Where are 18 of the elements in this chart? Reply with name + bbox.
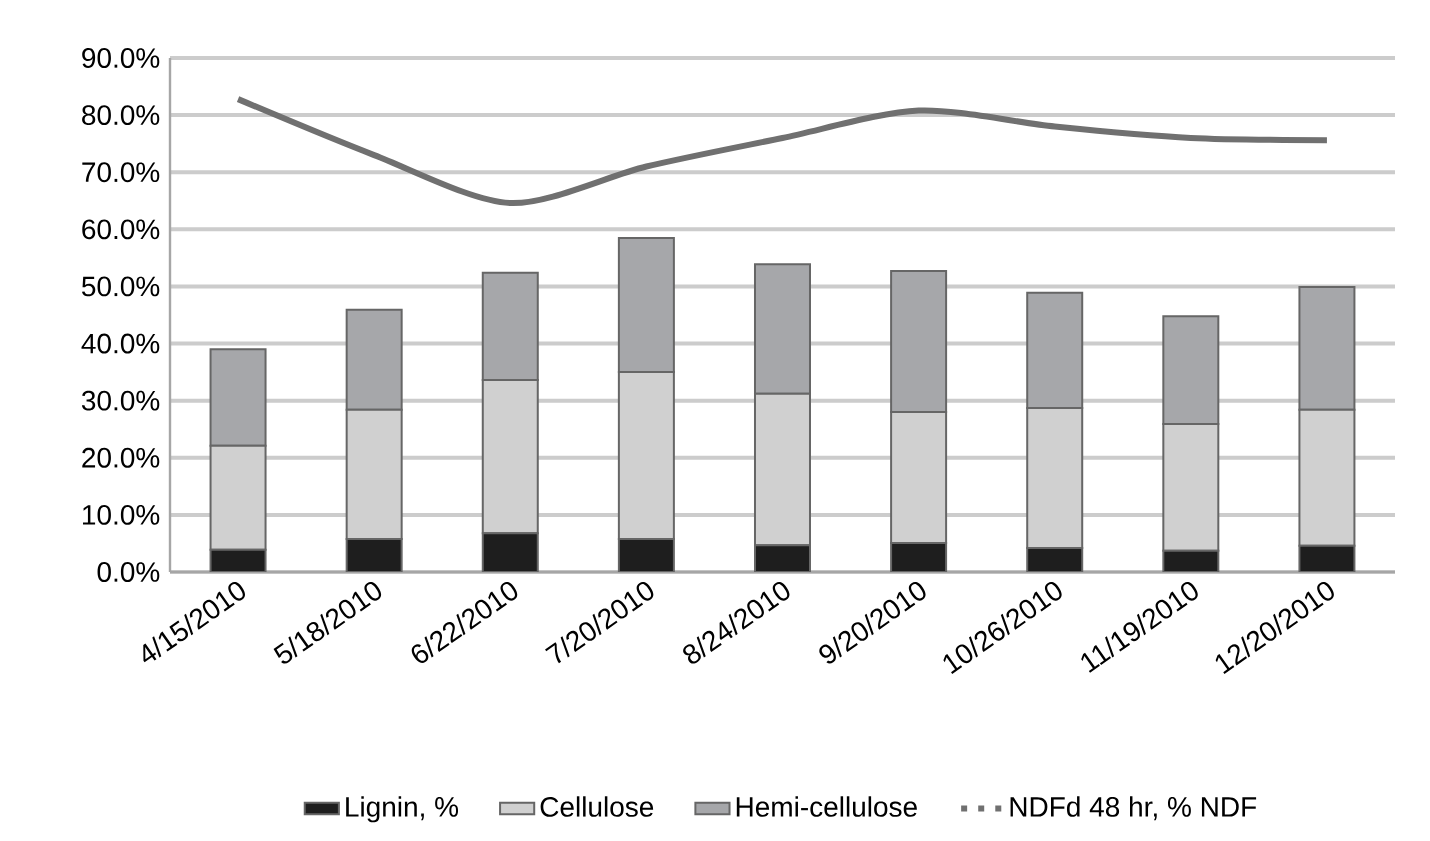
y-tick-label: 20.0% (82, 447, 160, 468)
legend-label: NDFd 48 hr, % NDF (1010, 796, 1257, 821)
legend-label: Cellulose (540, 796, 654, 817)
y-tick-label: 50.0% (82, 276, 160, 297)
legend-label: Hemi-cellulose (736, 796, 917, 817)
y-tick-label: 90.0% (82, 48, 160, 68)
bar (481, 532, 539, 572)
y-tick-label: 80.0% (82, 105, 160, 126)
y-tick-label: 30.0% (81, 390, 160, 411)
y-tick-label: 40.0% (81, 333, 160, 354)
bar (617, 537, 675, 572)
y-tick-label: 10.0% (83, 504, 160, 525)
bar (345, 537, 403, 572)
y-tick-label: 60.0% (82, 219, 160, 240)
y-tick-label: 70.0% (82, 162, 160, 183)
bar (753, 544, 811, 572)
legend-label: Lignin, % (346, 796, 459, 823)
y-tick-label: 0.0% (97, 562, 160, 582)
